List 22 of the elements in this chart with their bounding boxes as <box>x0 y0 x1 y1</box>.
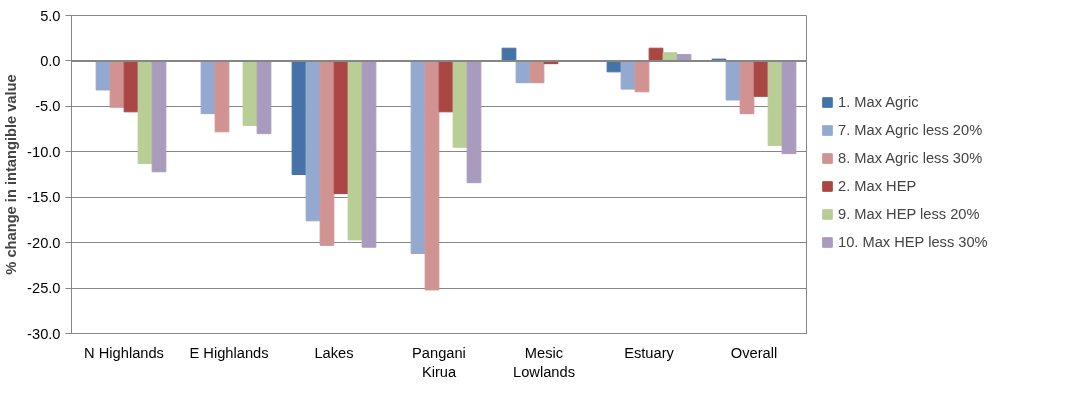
legend-label: 7. Max Agric less 20% <box>838 122 983 138</box>
legend-label: 10. Max HEP less 30% <box>838 234 988 250</box>
y-axis-title: % change in intangible value <box>3 74 20 275</box>
x-tick-label: N Highlands <box>84 344 164 361</box>
y-tick-label: -25.0 <box>27 280 61 297</box>
y-tick-label: 5.0 <box>40 7 61 24</box>
legend-label: 9. Max HEP less 20% <box>838 206 980 222</box>
y-tick-label: -20.0 <box>27 234 61 251</box>
y-tick-label: -10.0 <box>27 143 61 160</box>
y-tick-label: -15.0 <box>27 189 61 206</box>
x-tick-label: Estuary <box>624 344 675 361</box>
y-tick-label: -5.0 <box>35 98 61 115</box>
x-tick-label: Overall <box>730 344 778 361</box>
x-tick-label: Lakes <box>314 344 354 361</box>
x-tick-label: Pangani Kirua <box>412 344 466 380</box>
y-tick-label: 0.0 <box>40 52 61 69</box>
legend-label: 8. Max Agric less 30% <box>838 150 983 166</box>
x-tick-label: E Highlands <box>189 344 269 361</box>
legend-label: 1. Max Agric <box>838 94 919 110</box>
x-tick-label: Mesic Lowlands <box>513 344 575 380</box>
legend-label: 2. Max HEP <box>838 178 917 194</box>
y-tick-label: -30.0 <box>27 325 61 342</box>
